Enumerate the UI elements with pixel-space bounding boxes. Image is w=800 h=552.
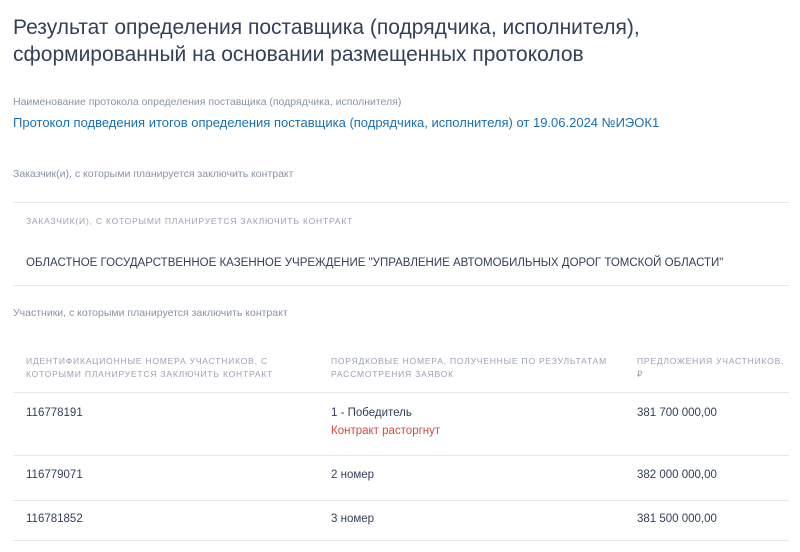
participant-rank: 2 номер — [331, 469, 375, 481]
page-title: Результат определения поставщика (подряд… — [13, 16, 640, 66]
protocol-link[interactable]: Протокол подведения итогов определения п… — [13, 115, 660, 130]
participant-id: 116781852 — [26, 513, 83, 525]
participant-id: 116778191 — [26, 407, 83, 419]
participant-id: 116779071 — [26, 469, 83, 481]
header-offer: Предложения участников, ₽ — [637, 356, 785, 379]
customers-table: Заказчик(и), с которыми планируется закл… — [13, 202, 789, 286]
customers-header: Заказчик(и), с которыми планируется закл… — [26, 216, 354, 226]
participants-label: Участники, с которыми планируется заключ… — [13, 307, 288, 319]
participant-rank: 1 - Победитель — [331, 407, 412, 419]
participant-offer: 382 000 000,00 — [637, 469, 717, 481]
customers-label: Заказчик(и), с которыми планируется закл… — [13, 168, 294, 180]
participant-offer: 381 700 000,00 — [637, 407, 717, 419]
participant-offer: 381 500 000,00 — [637, 513, 717, 525]
participants-table: Идентификационные номера участников, с к… — [13, 340, 789, 545]
header-participant-id: Идентификационные номера участников, с к… — [26, 356, 274, 379]
participant-rank: 3 номер — [331, 513, 375, 525]
status-badge: Контракт расторгнут — [331, 425, 441, 437]
protocol-label: Наименование протокола определения поста… — [13, 96, 402, 108]
customer-name: ОБЛАСТНОЕ ГОСУДАРСТВЕННОЕ КАЗЕННОЕ УЧРЕЖ… — [26, 257, 724, 269]
header-rank: Порядковые номера, полученные по результ… — [331, 356, 608, 379]
